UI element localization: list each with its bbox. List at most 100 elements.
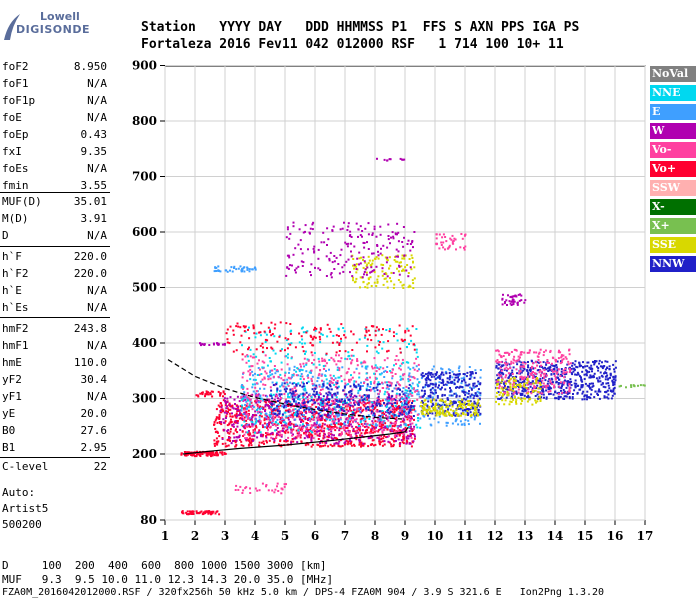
data-point bbox=[378, 435, 381, 438]
data-point bbox=[397, 438, 400, 441]
data-point bbox=[367, 329, 370, 332]
data-point bbox=[339, 418, 342, 421]
data-point bbox=[380, 410, 383, 413]
data-point bbox=[342, 403, 345, 406]
data-point bbox=[406, 434, 409, 437]
data-point bbox=[248, 423, 251, 426]
data-point bbox=[345, 418, 348, 421]
data-point bbox=[352, 264, 354, 267]
data-point bbox=[374, 376, 377, 379]
data-point bbox=[532, 362, 534, 365]
data-point bbox=[277, 443, 280, 446]
data-point bbox=[413, 408, 416, 411]
data-point bbox=[547, 367, 550, 370]
data-point bbox=[554, 358, 557, 361]
data-point bbox=[457, 376, 459, 379]
data-point bbox=[243, 266, 246, 269]
data-point bbox=[401, 269, 403, 272]
param-name: yF1 bbox=[2, 390, 22, 403]
data-point bbox=[271, 489, 274, 492]
data-point bbox=[544, 372, 547, 375]
data-point bbox=[441, 368, 444, 371]
data-point bbox=[522, 369, 525, 372]
data-point bbox=[353, 267, 355, 270]
data-point bbox=[335, 403, 338, 406]
data-point bbox=[386, 425, 389, 428]
data-point bbox=[356, 257, 359, 260]
data-point bbox=[243, 420, 246, 423]
data-point bbox=[252, 414, 254, 416]
data-point bbox=[340, 357, 343, 360]
data-point bbox=[258, 489, 261, 492]
data-point bbox=[449, 237, 452, 240]
data-point bbox=[323, 413, 326, 416]
data-point bbox=[456, 414, 459, 417]
data-point bbox=[215, 270, 218, 272]
data-point bbox=[225, 415, 228, 418]
data-point bbox=[368, 418, 371, 420]
data-point bbox=[373, 271, 376, 274]
data-point bbox=[449, 389, 452, 392]
data-point bbox=[399, 347, 402, 350]
data-point bbox=[269, 419, 272, 421]
data-point bbox=[499, 391, 502, 394]
data-point bbox=[409, 334, 412, 337]
data-point bbox=[375, 285, 378, 287]
data-point bbox=[459, 407, 462, 410]
data-point bbox=[333, 406, 336, 409]
data-point bbox=[411, 279, 414, 282]
data-point bbox=[551, 381, 554, 384]
data-point bbox=[578, 388, 581, 391]
data-point bbox=[381, 410, 384, 412]
data-point bbox=[423, 374, 426, 377]
data-point bbox=[240, 396, 243, 399]
data-point bbox=[360, 423, 363, 426]
data-point bbox=[420, 410, 423, 413]
data-point bbox=[361, 434, 364, 437]
data-point bbox=[317, 426, 320, 429]
data-point bbox=[357, 228, 360, 231]
data-point bbox=[614, 379, 617, 382]
data-point bbox=[339, 422, 342, 425]
data-point bbox=[218, 405, 221, 408]
data-point bbox=[405, 385, 408, 388]
data-point bbox=[333, 422, 336, 424]
data-point bbox=[438, 376, 441, 379]
data-point bbox=[506, 379, 509, 382]
data-point bbox=[400, 439, 403, 442]
data-point bbox=[521, 378, 523, 381]
data-point bbox=[386, 391, 389, 394]
data-point bbox=[449, 390, 452, 393]
data-point bbox=[577, 373, 580, 376]
data-point bbox=[426, 372, 429, 375]
data-point bbox=[343, 334, 346, 337]
data-point bbox=[464, 413, 467, 416]
data-point bbox=[214, 452, 217, 454]
data-point bbox=[394, 408, 397, 411]
data-point bbox=[261, 482, 264, 485]
data-point bbox=[346, 417, 349, 420]
param-name: B0 bbox=[2, 424, 16, 437]
data-point bbox=[599, 390, 602, 393]
data-point bbox=[448, 244, 451, 247]
data-point bbox=[358, 425, 361, 427]
data-point bbox=[503, 391, 506, 394]
data-point bbox=[403, 254, 406, 257]
data-point bbox=[409, 425, 412, 428]
data-point bbox=[439, 411, 442, 414]
data-point bbox=[464, 393, 467, 396]
param-value: N/A bbox=[87, 301, 107, 314]
data-point bbox=[409, 433, 412, 436]
data-point bbox=[320, 418, 323, 420]
data-point bbox=[401, 420, 404, 423]
data-point bbox=[277, 375, 280, 378]
data-point bbox=[229, 421, 232, 424]
data-point bbox=[298, 228, 301, 231]
data-point bbox=[326, 401, 329, 404]
data-point bbox=[261, 366, 264, 369]
data-point bbox=[511, 295, 514, 298]
data-point bbox=[376, 278, 379, 281]
data-point bbox=[331, 412, 334, 415]
data-point bbox=[362, 361, 365, 364]
data-point bbox=[385, 261, 388, 264]
